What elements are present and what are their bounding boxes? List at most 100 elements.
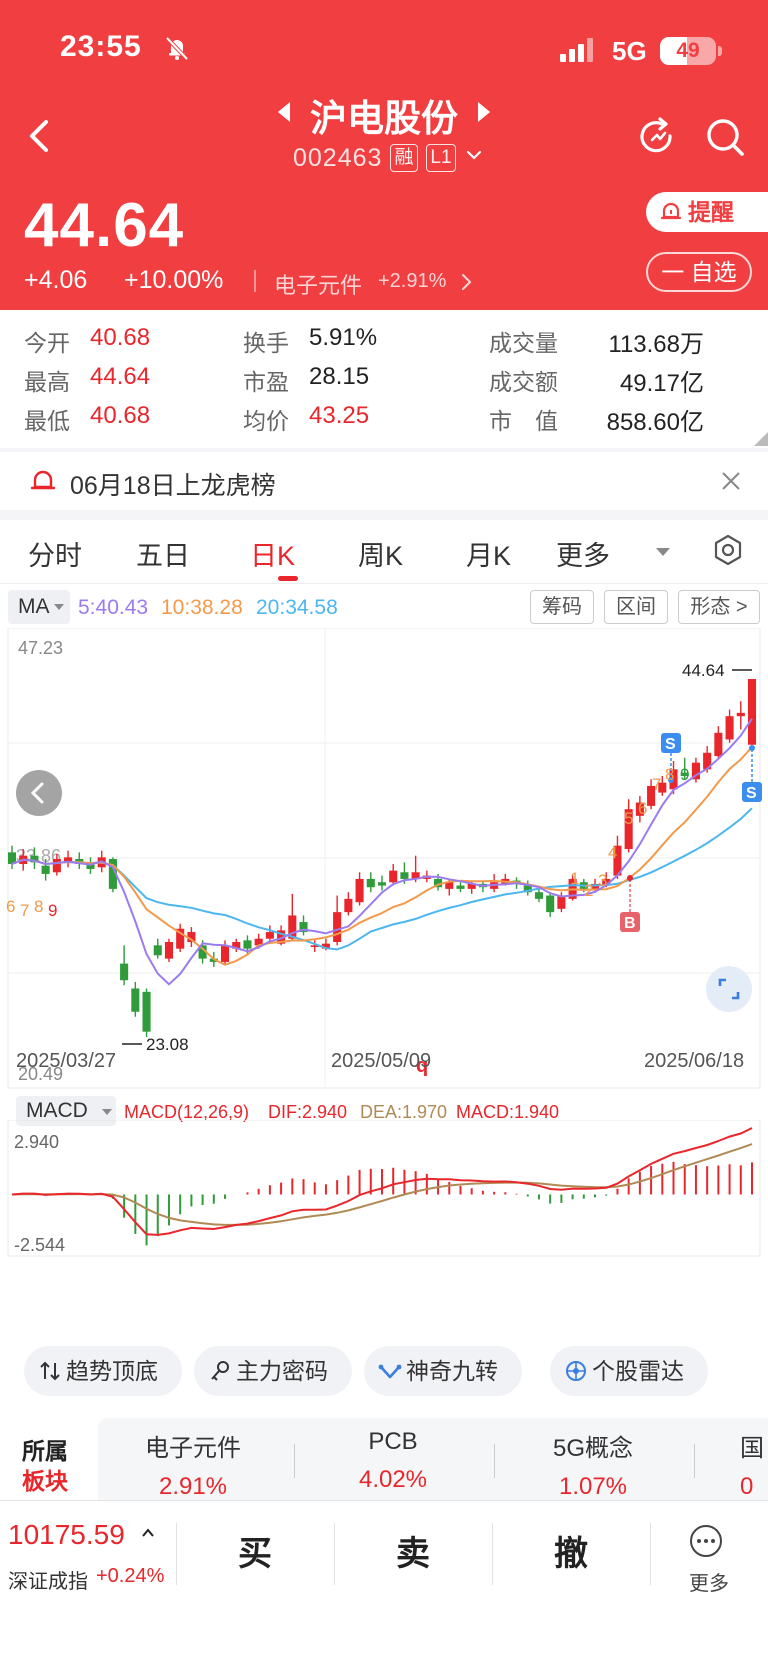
- prev-stock-icon[interactable]: [274, 100, 294, 124]
- tab-intraday[interactable]: 分时: [28, 541, 82, 571]
- candle-body: [377, 882, 387, 886]
- signal-b[interactable]: B: [620, 875, 640, 932]
- stock-radar-button[interactable]: 个股雷达: [550, 1346, 708, 1396]
- index-name[interactable]: 深证成指: [8, 1571, 88, 1593]
- cancel-order-button[interactable]: 撤: [554, 1535, 588, 1573]
- sector-card-name: 5G概念: [552, 1435, 633, 1462]
- candle-body: [624, 809, 633, 850]
- candle-body: [467, 883, 476, 889]
- chip-distribution-button[interactable]: 筹码: [530, 590, 594, 624]
- settings-icon[interactable]: [712, 534, 744, 566]
- signal-s-top-label: S: [665, 736, 676, 753]
- sector-card-partial[interactable]: 国 0: [698, 1428, 768, 1500]
- main-force-code-button[interactable]: 主力密码: [194, 1346, 352, 1396]
- signal-s-top[interactable]: S: [661, 733, 681, 783]
- sector-card-pct: 2.91%: [158, 1473, 228, 1500]
- index-value[interactable]: 10175.59: [8, 1519, 125, 1550]
- macd-selector[interactable]: MACD: [16, 1096, 116, 1126]
- next-stock-icon[interactable]: [474, 100, 494, 124]
- search-icon[interactable]: [704, 116, 746, 158]
- trend-top-bottom-button[interactable]: 趋势顶底: [24, 1346, 182, 1396]
- candles: [7, 679, 757, 1037]
- macd-chart[interactable]: 2.940 -2.544: [0, 1120, 768, 1260]
- candle-body: [747, 679, 757, 745]
- caret-down-icon[interactable]: [656, 548, 670, 556]
- stat-value-market-cap: 858.60亿: [606, 409, 704, 436]
- ma-selector[interactable]: MA: [8, 590, 70, 624]
- candle-body: [725, 716, 734, 740]
- divider: [334, 1523, 335, 1585]
- sector-card-electronic-components[interactable]: 电子元件 2.91%: [98, 1428, 288, 1500]
- tool-label: 趋势顶底: [66, 1358, 158, 1384]
- kline-chart[interactable]: 47.23 20.49 33.86 44.64 23.08 q S: [0, 628, 768, 1108]
- sector-card-5g[interactable]: 5G概念 1.07%: [498, 1428, 688, 1500]
- divider: [650, 1523, 651, 1585]
- expand-corner[interactable]: [754, 432, 768, 446]
- divider: [254, 270, 256, 292]
- add-watchlist-button[interactable]: 一 自选: [646, 252, 752, 292]
- tab-more[interactable]: 更多: [556, 541, 610, 571]
- tab-day-k[interactable]: 日K: [250, 541, 296, 571]
- caret-down-icon: [54, 604, 64, 610]
- tab-five-day[interactable]: 五日: [136, 541, 190, 571]
- refresh-icon[interactable]: [636, 116, 678, 158]
- scroll-left-button[interactable]: [16, 770, 62, 816]
- y-axis-min-label: 20.49: [18, 1064, 63, 1084]
- sector-card-pcb[interactable]: PCB 4.02%: [298, 1428, 488, 1494]
- candle-body: [153, 945, 162, 956]
- nine-turn-digit: 6: [6, 897, 15, 916]
- dif-value: DIF:2.940: [268, 1102, 348, 1122]
- stat-value-pe: 28.15: [309, 363, 370, 390]
- candle-body: [288, 915, 297, 939]
- stat-label-open: 今开: [24, 330, 70, 356]
- more-dots-icon: [690, 1525, 722, 1557]
- candle-body: [254, 938, 263, 946]
- signal-b-label: B: [624, 915, 636, 932]
- sector-link-percent[interactable]: +2.91%: [378, 270, 447, 292]
- candle-body: [680, 772, 689, 776]
- event-marker-q[interactable]: q: [416, 1055, 428, 1077]
- sector-link-name[interactable]: 电子元件: [274, 273, 363, 298]
- signal-s-right-label: S: [746, 785, 757, 802]
- candle-body: [310, 945, 319, 947]
- alert-label: 提醒: [688, 199, 734, 225]
- candle-body: [198, 945, 207, 959]
- sector-card-name: 电子元件: [145, 1435, 241, 1462]
- pattern-button[interactable]: 形态 >: [678, 590, 760, 624]
- radar-icon: [566, 1361, 586, 1381]
- tab-month-k[interactable]: 月K: [466, 541, 512, 571]
- magic-nine-icon: [378, 1364, 402, 1379]
- back-icon[interactable]: [22, 116, 58, 156]
- candle-body: [41, 865, 50, 874]
- candle-body: [52, 858, 61, 873]
- range-button[interactable]: 区间: [604, 590, 668, 624]
- dragon-tiger-notice[interactable]: 06月18日上龙虎榜: [0, 452, 768, 510]
- chevron-down-icon[interactable]: [464, 148, 484, 164]
- candle-body: [736, 712, 745, 717]
- buy-button[interactable]: 买: [238, 1535, 272, 1573]
- kline-chart-panel[interactable]: MA 5:40.43 10:38.28 20:34.58 筹码 区间 形态 > …: [0, 584, 768, 1334]
- current-price: 44.64: [24, 191, 185, 260]
- magic-nine-button[interactable]: 神奇九转: [364, 1346, 522, 1396]
- fullscreen-button[interactable]: [706, 966, 752, 1012]
- battery-tip: [718, 46, 722, 56]
- more-button[interactable]: 更多: [650, 1509, 768, 1605]
- chevron-right-icon[interactable]: [460, 272, 474, 292]
- signal-s-right[interactable]: S: [742, 745, 762, 802]
- candle-body: [277, 930, 286, 944]
- alert-button[interactable]: 提醒: [646, 192, 768, 232]
- stat-value-low: 40.68: [90, 402, 151, 429]
- sell-button[interactable]: 卖: [396, 1535, 430, 1573]
- stat-value-turnover: 5.91%: [309, 324, 378, 351]
- more-label: 更多: [689, 1573, 729, 1595]
- tab-week-k[interactable]: 周K: [358, 541, 404, 571]
- nine-turn-digit: 5: [624, 809, 633, 828]
- battery-fill: [660, 37, 688, 65]
- close-icon[interactable]: [720, 470, 742, 492]
- analysis-tools: 趋势顶底 主力密码 神奇九转 个股雷达: [0, 1334, 768, 1414]
- candle-body: [411, 872, 420, 879]
- stat-value-open: 40.68: [90, 324, 151, 351]
- tool-label: 神奇九转: [406, 1358, 498, 1384]
